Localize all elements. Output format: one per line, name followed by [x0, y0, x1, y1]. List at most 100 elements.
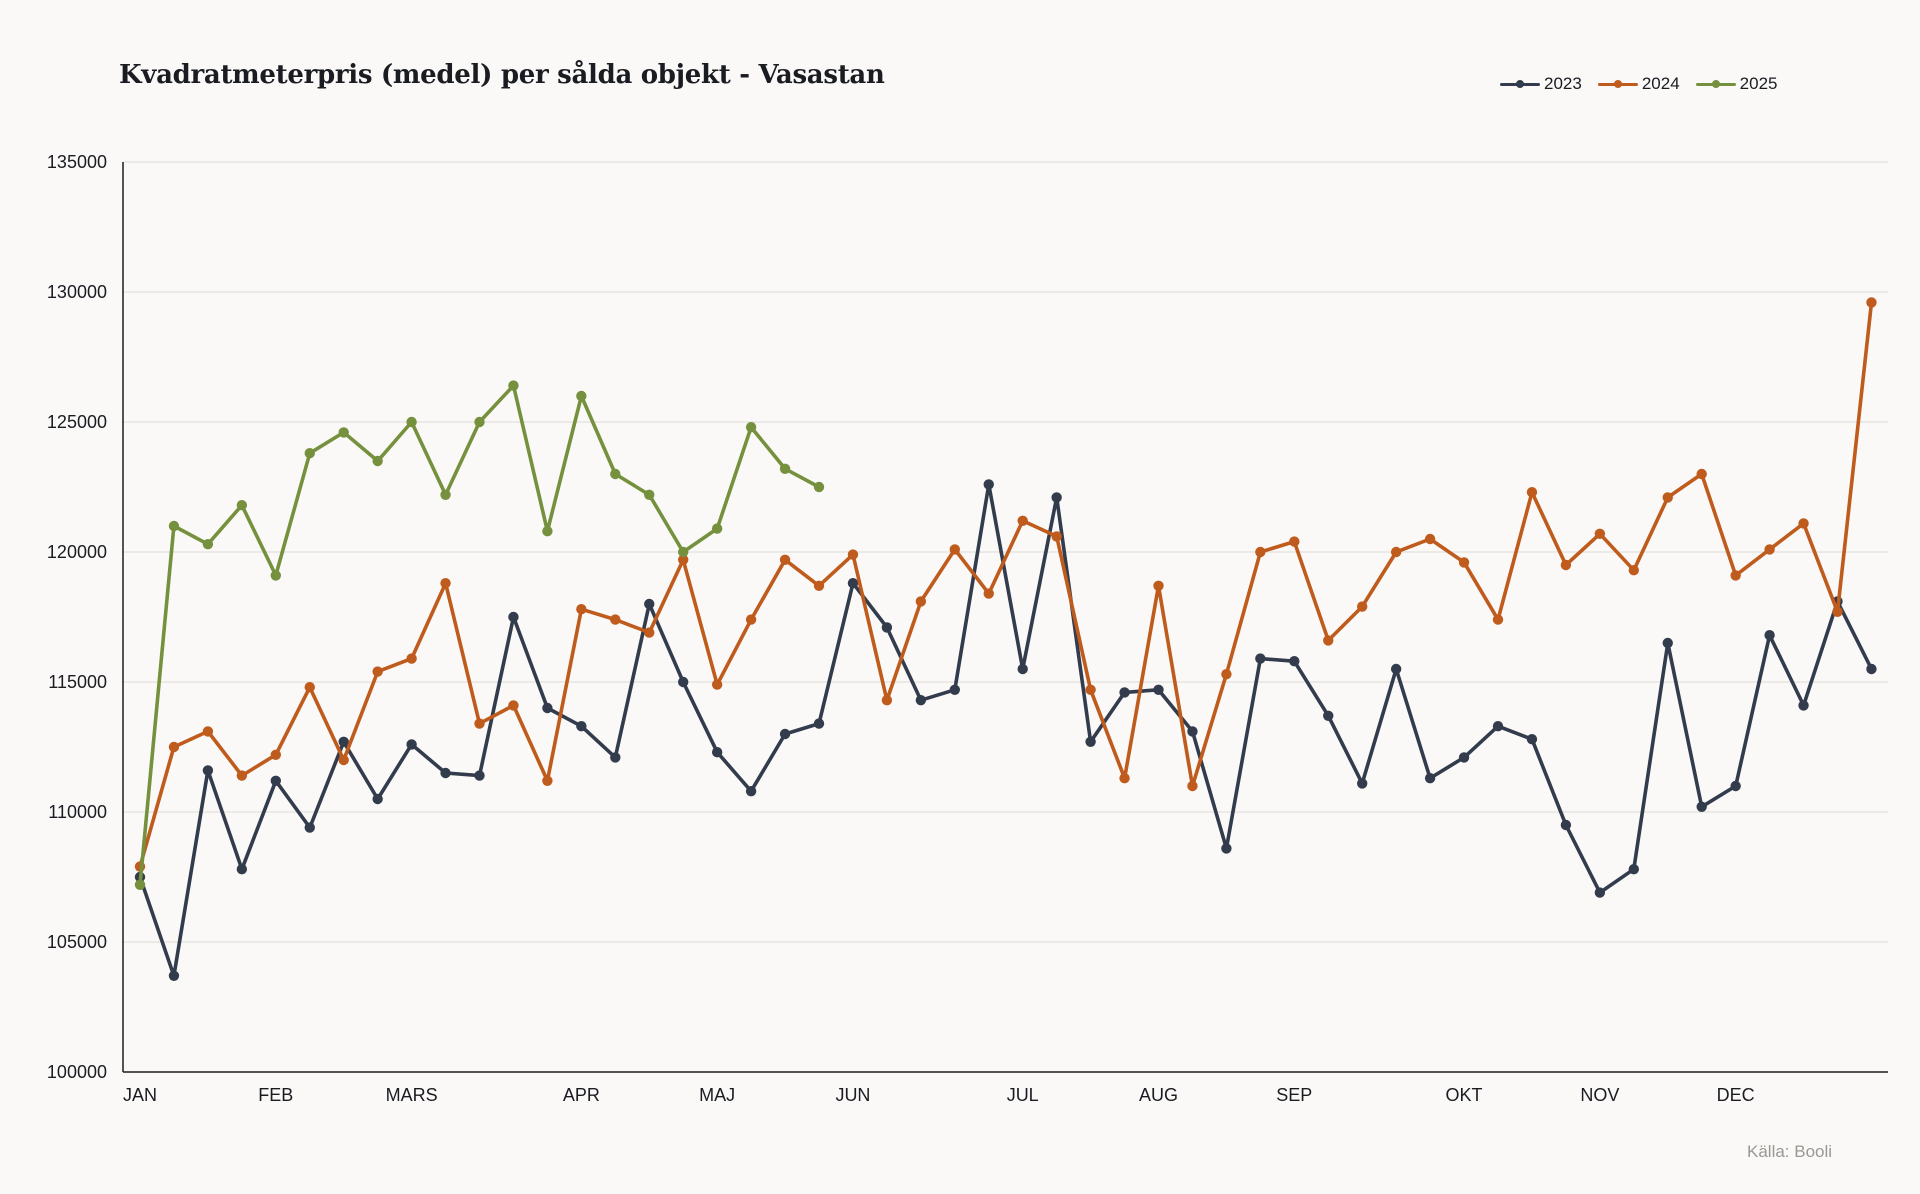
x-tick-label: JUN	[835, 1085, 870, 1105]
x-tick-label: NOV	[1580, 1085, 1619, 1105]
data-point-2025	[779, 463, 791, 474]
data-point-2023	[576, 721, 587, 732]
x-tick-label: SEP	[1276, 1085, 1312, 1105]
series-line-2024	[138, 300, 1874, 869]
data-point-2023	[1017, 663, 1028, 675]
data-point-2023	[1662, 637, 1673, 649]
data-point-2024	[678, 554, 689, 565]
data-point-2023	[644, 598, 655, 610]
data-point-2024	[440, 578, 451, 589]
data-point-2023	[338, 736, 349, 747]
data-point-2023	[1153, 684, 1164, 695]
data-point-2025	[813, 481, 825, 493]
data-point-2024	[1119, 773, 1130, 784]
data-point-2023	[1526, 734, 1538, 745]
data-point-2023	[779, 728, 791, 740]
y-tick-label: 100000	[47, 1062, 107, 1082]
data-point-2024	[881, 695, 893, 706]
data-point-2024	[1594, 528, 1606, 539]
source-note: Källa: Booli	[1747, 1142, 1833, 1161]
data-point-2025	[711, 523, 723, 534]
y-tick-label: 120000	[47, 542, 107, 562]
data-point-2024	[1458, 557, 1470, 568]
y-tick-label: 135000	[47, 152, 107, 172]
data-point-2023	[1323, 710, 1334, 721]
data-point-2023	[745, 786, 757, 797]
data-point-2025	[406, 416, 417, 428]
data-point-2025	[168, 520, 180, 532]
data-point-2023	[1390, 663, 1402, 675]
data-point-2024	[1323, 635, 1334, 646]
data-point-2024	[1289, 536, 1300, 547]
x-tick-label: AUG	[1139, 1085, 1178, 1105]
legend-swatch-2024	[1597, 77, 1638, 91]
data-point-2023	[1085, 736, 1096, 747]
legend-item-2025: 2025	[1695, 74, 1777, 94]
data-point-2024	[915, 596, 927, 607]
series-line-2025	[138, 383, 821, 887]
data-point-2024	[1390, 546, 1402, 558]
data-point-2023	[542, 702, 553, 714]
data-point-2024	[508, 700, 519, 711]
data-point-2024	[372, 666, 383, 677]
data-point-2025	[542, 526, 553, 537]
data-point-2024	[1187, 780, 1198, 792]
data-point-2024	[1424, 533, 1436, 545]
data-point-2023	[983, 479, 994, 490]
data-point-2024	[1730, 570, 1741, 581]
data-point-2023	[372, 793, 383, 805]
data-point-2024	[270, 749, 281, 760]
data-point-2024	[1866, 297, 1877, 308]
data-point-2023	[236, 864, 248, 875]
data-point-2024	[304, 682, 315, 693]
data-point-2024	[1255, 546, 1266, 558]
data-point-2023	[1798, 700, 1809, 711]
x-tick-label: OKT	[1446, 1085, 1483, 1105]
data-point-2025	[644, 489, 655, 500]
data-point-2023	[1730, 780, 1741, 792]
data-point-2024	[236, 770, 248, 781]
chart-title: Kvadratmeterpris (medel) per sålda objek…	[119, 60, 885, 90]
data-point-2023	[711, 747, 723, 758]
data-point-2023	[1764, 630, 1775, 641]
data-point-2024	[474, 718, 485, 729]
data-point-2024	[779, 554, 791, 565]
tick-labels: 100000 105000 110000 115000 120000 125000 1300…	[47, 152, 1755, 1105]
data-point-2024	[1798, 518, 1809, 529]
data-point-2023	[915, 695, 927, 706]
data-point-2024	[711, 679, 723, 690]
data-point-2023	[1594, 887, 1606, 898]
data-point-2023	[881, 622, 893, 633]
data-point-2024	[1662, 492, 1673, 503]
data-point-2024	[1221, 669, 1232, 680]
data-point-2023	[406, 739, 417, 750]
legend-swatch-2023	[1500, 77, 1540, 91]
data-point-2024	[1832, 606, 1843, 617]
data-point-2025	[134, 879, 146, 890]
data-point-2023	[1560, 819, 1572, 831]
data-point-2023	[1187, 726, 1198, 737]
x-tick-label: JAN	[123, 1085, 157, 1105]
data-point-2023	[304, 822, 315, 833]
data-point-2023	[678, 676, 689, 688]
x-tick-label: DEC	[1717, 1085, 1755, 1105]
data-point-2023	[508, 611, 519, 623]
legend: 2023 2024 2025	[1500, 74, 1777, 94]
data-point-2023	[270, 775, 281, 786]
x-tick-label: MAJ	[699, 1085, 735, 1105]
data-point-2023	[1255, 653, 1266, 664]
y-tick-label: 110000	[48, 802, 107, 822]
y-tick-label: 115000	[48, 672, 107, 692]
legend-item-2024: 2024	[1597, 74, 1680, 94]
data-point-2023	[1492, 721, 1504, 732]
y-tick-label: 125000	[47, 412, 107, 432]
data-point-2024	[542, 775, 553, 786]
x-tick-label: MARS	[386, 1085, 438, 1105]
data-point-2024	[644, 627, 655, 638]
data-point-2024	[745, 614, 757, 625]
y-tick-label: 105000	[47, 932, 107, 952]
legend-label-2023: 2023	[1544, 74, 1582, 93]
data-point-2025	[610, 468, 621, 480]
data-point-2023	[1424, 773, 1436, 784]
data-point-2024	[338, 754, 349, 766]
